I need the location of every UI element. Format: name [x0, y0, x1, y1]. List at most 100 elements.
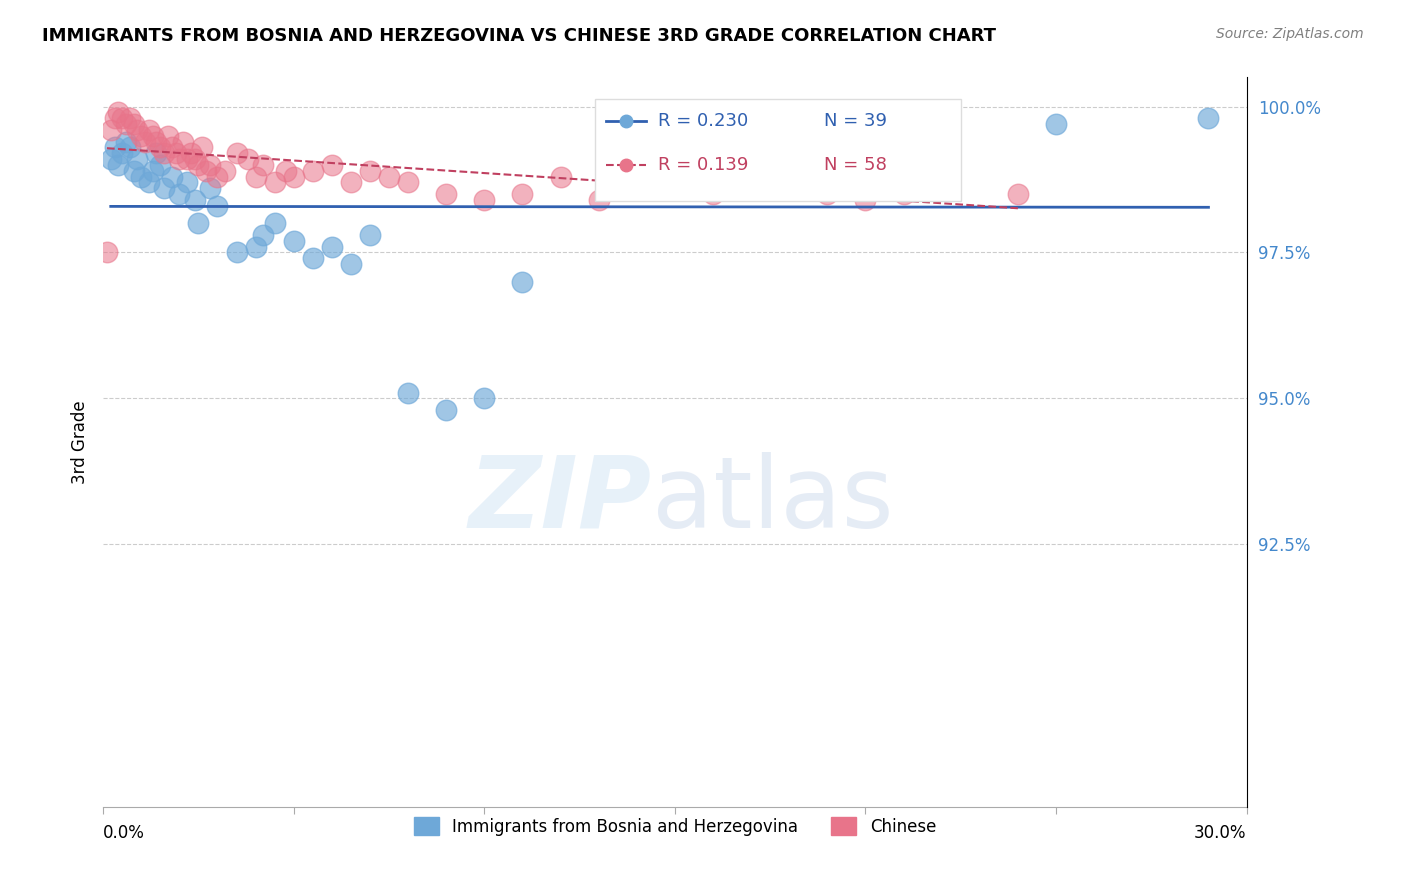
- Point: [122, 117, 145, 131]
- Point: [149, 140, 172, 154]
- Point: [180, 146, 202, 161]
- Point: [156, 128, 179, 143]
- Point: [321, 240, 343, 254]
- Text: N = 39: N = 39: [824, 112, 887, 130]
- Point: [169, 152, 191, 166]
- Point: [245, 169, 267, 184]
- Point: [165, 146, 187, 161]
- Point: [115, 135, 138, 149]
- Point: [434, 403, 457, 417]
- Point: [340, 176, 363, 190]
- Point: [153, 146, 176, 161]
- Point: [815, 187, 838, 202]
- Text: 30.0%: 30.0%: [1194, 824, 1247, 842]
- Point: [740, 140, 762, 154]
- Point: [160, 169, 183, 184]
- Point: [321, 158, 343, 172]
- Point: [740, 169, 762, 184]
- Point: [472, 193, 495, 207]
- Point: [340, 257, 363, 271]
- Point: [172, 135, 194, 149]
- Point: [263, 176, 285, 190]
- Point: [396, 385, 419, 400]
- Point: [183, 193, 205, 207]
- Point: [129, 169, 152, 184]
- Point: [626, 181, 648, 195]
- Point: [169, 187, 191, 202]
- Point: [111, 146, 134, 161]
- Point: [1045, 117, 1067, 131]
- Point: [149, 158, 172, 172]
- Point: [138, 123, 160, 137]
- Point: [96, 245, 118, 260]
- Point: [100, 123, 122, 137]
- Point: [176, 152, 198, 166]
- Point: [142, 128, 165, 143]
- Point: [118, 140, 141, 154]
- Point: [252, 227, 274, 242]
- Point: [664, 158, 686, 172]
- Point: [512, 275, 534, 289]
- Point: [225, 245, 247, 260]
- Text: R = 0.139: R = 0.139: [658, 156, 748, 174]
- Point: [153, 181, 176, 195]
- Point: [252, 158, 274, 172]
- Point: [263, 216, 285, 230]
- Point: [100, 152, 122, 166]
- Point: [396, 176, 419, 190]
- Point: [103, 112, 125, 126]
- Legend: Immigrants from Bosnia and Herzegovina, Chinese: Immigrants from Bosnia and Herzegovina, …: [406, 811, 942, 842]
- Point: [225, 146, 247, 161]
- Point: [187, 216, 209, 230]
- Point: [283, 169, 305, 184]
- Point: [145, 135, 167, 149]
- Point: [664, 169, 686, 184]
- Point: [301, 163, 323, 178]
- Point: [191, 140, 214, 154]
- Point: [207, 199, 229, 213]
- Point: [198, 158, 221, 172]
- Y-axis label: 3rd Grade: 3rd Grade: [72, 401, 89, 484]
- Point: [931, 169, 953, 184]
- Point: [103, 140, 125, 154]
- Point: [359, 163, 381, 178]
- Point: [702, 187, 724, 202]
- Point: [160, 140, 183, 154]
- Point: [855, 146, 877, 161]
- Point: [134, 135, 156, 149]
- Point: [283, 234, 305, 248]
- Point: [122, 163, 145, 178]
- Point: [359, 227, 381, 242]
- Point: [472, 392, 495, 406]
- Point: [145, 146, 167, 161]
- Point: [127, 123, 149, 137]
- Point: [1007, 187, 1029, 202]
- Point: [198, 181, 221, 195]
- Text: R = 0.230: R = 0.230: [658, 112, 748, 130]
- Point: [274, 163, 297, 178]
- Point: [111, 112, 134, 126]
- Point: [1198, 112, 1220, 126]
- Point: [550, 169, 572, 184]
- Point: [588, 193, 610, 207]
- Point: [138, 176, 160, 190]
- Point: [378, 169, 401, 184]
- Text: ZIP: ZIP: [470, 452, 652, 549]
- Point: [778, 176, 800, 190]
- Text: Source: ZipAtlas.com: Source: ZipAtlas.com: [1216, 27, 1364, 41]
- Point: [118, 112, 141, 126]
- Point: [214, 163, 236, 178]
- Point: [245, 240, 267, 254]
- Point: [115, 117, 138, 131]
- Point: [207, 169, 229, 184]
- Point: [195, 163, 218, 178]
- Point: [301, 252, 323, 266]
- Text: 0.0%: 0.0%: [103, 824, 145, 842]
- Point: [107, 158, 129, 172]
- Point: [142, 163, 165, 178]
- Point: [434, 187, 457, 202]
- Point: [183, 152, 205, 166]
- Point: [127, 152, 149, 166]
- Point: [236, 152, 259, 166]
- Point: [893, 187, 915, 202]
